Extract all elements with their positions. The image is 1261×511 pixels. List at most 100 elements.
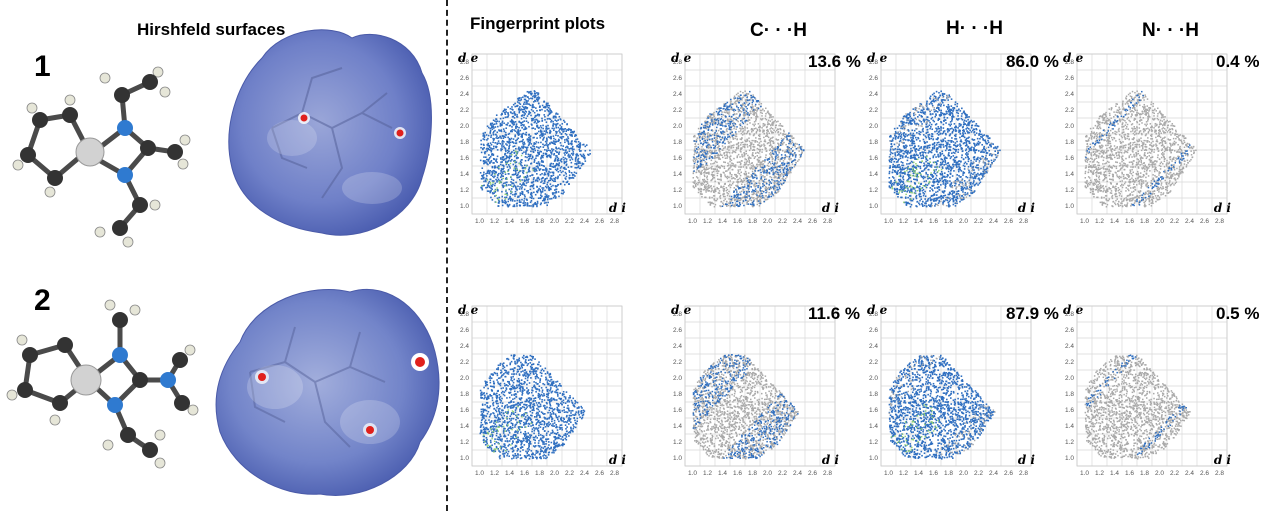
x-tick-label: 1.4 bbox=[505, 470, 514, 477]
x-tick-label: 2.0 bbox=[959, 470, 968, 477]
x-tick-label: 1.4 bbox=[505, 218, 514, 225]
x-tick-label: 1.8 bbox=[1140, 218, 1149, 225]
y-tick-label: 1.2 bbox=[1065, 439, 1074, 446]
y-tick-label: 1.2 bbox=[460, 187, 469, 194]
y-tick-label: 1.8 bbox=[869, 391, 878, 398]
hirshfeld-surface-2 bbox=[215, 288, 440, 496]
x-tick-label: 2.4 bbox=[793, 470, 802, 477]
y-tick-label: 1.8 bbox=[1065, 391, 1074, 398]
x-tick-label: 2.2 bbox=[778, 218, 787, 225]
x-tick-label: 1.2 bbox=[1095, 218, 1104, 225]
x-tick-label: 2.8 bbox=[1215, 470, 1224, 477]
y-tick-label: 2.0 bbox=[460, 123, 469, 130]
hirshfeld-surfaces-header: Hirshfeld surfaces bbox=[137, 20, 286, 39]
x-tick-label: 2.6 bbox=[1004, 218, 1013, 225]
y-tick-label: 1.6 bbox=[673, 407, 682, 414]
y-tick-label: 1.0 bbox=[460, 203, 469, 210]
panel-divider bbox=[446, 0, 448, 511]
x-tick-label: 1.4 bbox=[914, 470, 923, 477]
x-tick-label: 2.4 bbox=[989, 470, 998, 477]
x-tick-label: 2.2 bbox=[565, 470, 574, 477]
x-tick-label: 1.0 bbox=[688, 218, 697, 225]
y-tick-label: 2.6 bbox=[460, 327, 469, 334]
x-tick-label: 1.0 bbox=[884, 470, 893, 477]
y-tick-label: 1.2 bbox=[673, 187, 682, 194]
y-tick-label: 1.8 bbox=[1065, 139, 1074, 146]
y-tick-label: 2.2 bbox=[460, 107, 469, 114]
x-axis-label: d i bbox=[822, 201, 840, 215]
y-tick-label: 2.8 bbox=[460, 311, 469, 318]
x-tick-label: 2.0 bbox=[550, 218, 559, 225]
x-tick-label: 1.8 bbox=[944, 470, 953, 477]
x-tick-label: 1.0 bbox=[688, 470, 697, 477]
y-tick-label: 1.2 bbox=[673, 439, 682, 446]
y-tick-label: 1.0 bbox=[869, 203, 878, 210]
x-tick-label: 2.6 bbox=[1004, 470, 1013, 477]
y-tick-label: 2.6 bbox=[1065, 75, 1074, 82]
percent-2-c-h: 11.6 % bbox=[808, 304, 860, 323]
x-tick-label: 2.0 bbox=[763, 470, 772, 477]
x-tick-label: 2.4 bbox=[1185, 470, 1194, 477]
fingerprint-plot-svg: 1.0 1.0 1.2 1.2 1.4 1.4 1.6 1.6 1.8 1.8 2.0 2.0 2.2 2… bbox=[671, 303, 840, 477]
y-tick-label: 1.0 bbox=[869, 455, 878, 462]
y-axis-label: d e bbox=[671, 51, 692, 65]
x-tick-label: 1.6 bbox=[1125, 470, 1134, 477]
x-tick-label: 1.6 bbox=[520, 218, 529, 225]
y-tick-label: 1.0 bbox=[673, 455, 682, 462]
n-h-header: N· · ·H bbox=[1142, 20, 1199, 41]
x-tick-label: 1.6 bbox=[929, 218, 938, 225]
y-tick-label: 2.2 bbox=[1065, 359, 1074, 366]
x-tick-label: 2.0 bbox=[959, 218, 968, 225]
y-tick-label: 2.0 bbox=[869, 123, 878, 130]
x-tick-label: 1.4 bbox=[1110, 470, 1119, 477]
molecule-2-structure bbox=[6, 299, 199, 469]
fingerprint-plot-2-c-h: 1.0 1.0 1.2 1.2 1.4 1.4 1.6 1.6 1.8 1.8 2.0 2.0 2.2 2… bbox=[665, 296, 861, 486]
y-tick-label: 2.0 bbox=[1065, 375, 1074, 382]
y-tick-label: 2.2 bbox=[869, 107, 878, 114]
y-tick-label: 2.2 bbox=[460, 359, 469, 366]
x-axis-label: d i bbox=[1214, 453, 1232, 467]
h-h-header: H· · ·H bbox=[946, 18, 1003, 39]
y-tick-label: 1.2 bbox=[869, 439, 878, 446]
x-tick-label: 1.0 bbox=[884, 218, 893, 225]
x-tick-label: 2.8 bbox=[610, 218, 619, 225]
y-tick-label: 2.4 bbox=[1065, 91, 1074, 98]
y-tick-label: 2.6 bbox=[673, 75, 682, 82]
y-tick-label: 1.4 bbox=[1065, 423, 1074, 430]
y-tick-label: 1.6 bbox=[1065, 155, 1074, 162]
fingerprint-plots-header: Fingerprint plots bbox=[470, 14, 606, 33]
x-axis-label: d i bbox=[822, 453, 840, 467]
x-tick-label: 1.6 bbox=[733, 218, 742, 225]
x-tick-label: 1.0 bbox=[1080, 218, 1089, 225]
y-tick-label: 1.2 bbox=[460, 439, 469, 446]
fingerprint-plot-1-c-h: 1.0 1.0 1.2 1.2 1.4 1.4 1.6 1.6 1.8 1.8 2.0 2.0 2.2 2… bbox=[665, 44, 861, 234]
y-tick-label: 2.8 bbox=[673, 59, 682, 66]
y-tick-label: 2.0 bbox=[673, 123, 682, 130]
x-tick-label: 2.8 bbox=[823, 218, 832, 225]
y-tick-label: 2.2 bbox=[673, 359, 682, 366]
y-tick-label: 1.0 bbox=[460, 455, 469, 462]
y-tick-label: 1.8 bbox=[673, 391, 682, 398]
x-tick-label: 1.0 bbox=[475, 470, 484, 477]
y-axis-label: d e bbox=[867, 51, 888, 65]
fingerprint-plot-2-n-h: 1.0 1.0 1.2 1.2 1.4 1.4 1.6 1.6 1.8 1.8 2.0 2.0 2.2 2… bbox=[1057, 296, 1253, 486]
percent-2-h-h: 87.9 % bbox=[1006, 304, 1059, 323]
molecule-1-structure bbox=[12, 66, 191, 248]
x-tick-label: 1.6 bbox=[733, 470, 742, 477]
x-tick-label: 2.2 bbox=[565, 218, 574, 225]
y-tick-label: 1.8 bbox=[460, 391, 469, 398]
x-tick-label: 2.6 bbox=[595, 218, 604, 225]
x-tick-label: 2.4 bbox=[793, 218, 802, 225]
y-tick-label: 2.8 bbox=[1065, 59, 1074, 66]
y-tick-label: 2.8 bbox=[673, 311, 682, 318]
y-tick-label: 2.0 bbox=[460, 375, 469, 382]
y-tick-label: 1.4 bbox=[673, 171, 682, 178]
percent-1-c-h: 13.6 % bbox=[808, 52, 861, 71]
percent-1-n-h: 0.4 % bbox=[1216, 52, 1260, 71]
y-tick-label: 1.0 bbox=[1065, 455, 1074, 462]
x-tick-label: 2.2 bbox=[1170, 218, 1179, 225]
fingerprint-plot-svg: 1.0 1.0 1.2 1.2 1.4 1.4 1.6 1.6 1.8 1.8 2.0 2.0 2.2 2… bbox=[671, 51, 840, 225]
y-tick-label: 2.4 bbox=[1065, 343, 1074, 350]
x-tick-label: 1.0 bbox=[1080, 470, 1089, 477]
x-tick-label: 1.8 bbox=[944, 218, 953, 225]
